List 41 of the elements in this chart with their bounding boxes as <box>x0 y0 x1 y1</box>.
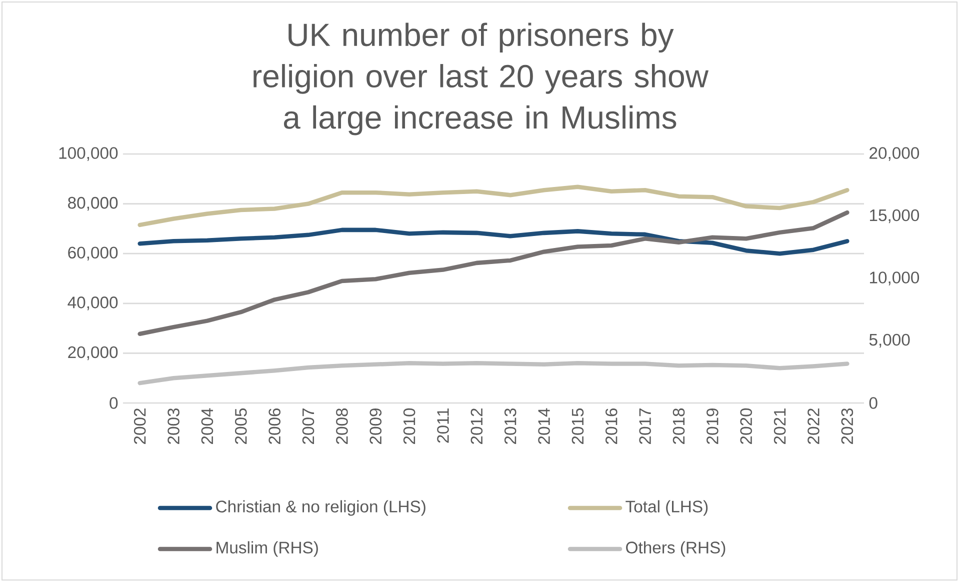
x-tick-label: 2019 <box>706 408 718 444</box>
x-tick-label: 2018 <box>672 408 685 444</box>
y-tick-label: 60,000 <box>68 246 118 260</box>
x-tick-label: 2021 <box>774 408 786 444</box>
x-tick-label: 2016 <box>606 408 618 444</box>
x-tick-label: 2008 <box>336 408 348 444</box>
legend-label: Muslim (RHS) <box>216 541 318 557</box>
y2-tick-label: 10,000 <box>870 272 920 286</box>
x-tick-label: 2013 <box>504 408 516 444</box>
x-tick-label: 2017 <box>639 408 651 444</box>
x-tick-label: 2009 <box>370 408 382 444</box>
x-tick-label: 2004 <box>201 408 214 444</box>
x-tick-label: 2011 <box>437 408 449 443</box>
legend-label: Others (RHS) <box>626 541 726 557</box>
y2-tick-label: 5,000 <box>869 334 910 348</box>
x-tick-label: 2010 <box>403 408 416 444</box>
x-tick-label: 2005 <box>235 408 247 444</box>
x-tick-label: 2020 <box>740 408 752 444</box>
x-tick-label: 2022 <box>808 408 820 444</box>
y-tick-label: 100,000 <box>59 147 118 161</box>
y2-tick-label: 0 <box>869 397 878 409</box>
y-tick-label: 0 <box>110 397 118 409</box>
x-tick-label: 2012 <box>470 408 483 444</box>
x-tick-label: 2015 <box>572 408 584 444</box>
x-tick-label: 2023 <box>841 408 854 444</box>
x-tick-label: 2014 <box>538 408 550 444</box>
x-tick-label: 2006 <box>268 408 280 444</box>
x-tick-label: 2003 <box>168 408 180 444</box>
line-series <box>138 184 850 228</box>
x-tick-label: 2007 <box>302 408 314 444</box>
y2-tick-label: 20,000 <box>870 147 920 161</box>
x-tick-label: 2002 <box>134 408 146 444</box>
chart-title: UK number of prisoners by religion over last 20 years show a large increase in Muslims <box>254 22 709 136</box>
y-tick-label: 20,000 <box>68 346 118 360</box>
y-tick-label: 40,000 <box>68 296 118 310</box>
line-series <box>138 228 850 256</box>
legend-label: Total (LHS) <box>626 500 708 516</box>
legend-label: Christian & no religion (LHS) <box>216 500 426 516</box>
y2-tick-label: 15,000 <box>870 209 920 224</box>
y-tick-label: 80,000 <box>68 196 118 211</box>
line-series <box>138 210 850 336</box>
